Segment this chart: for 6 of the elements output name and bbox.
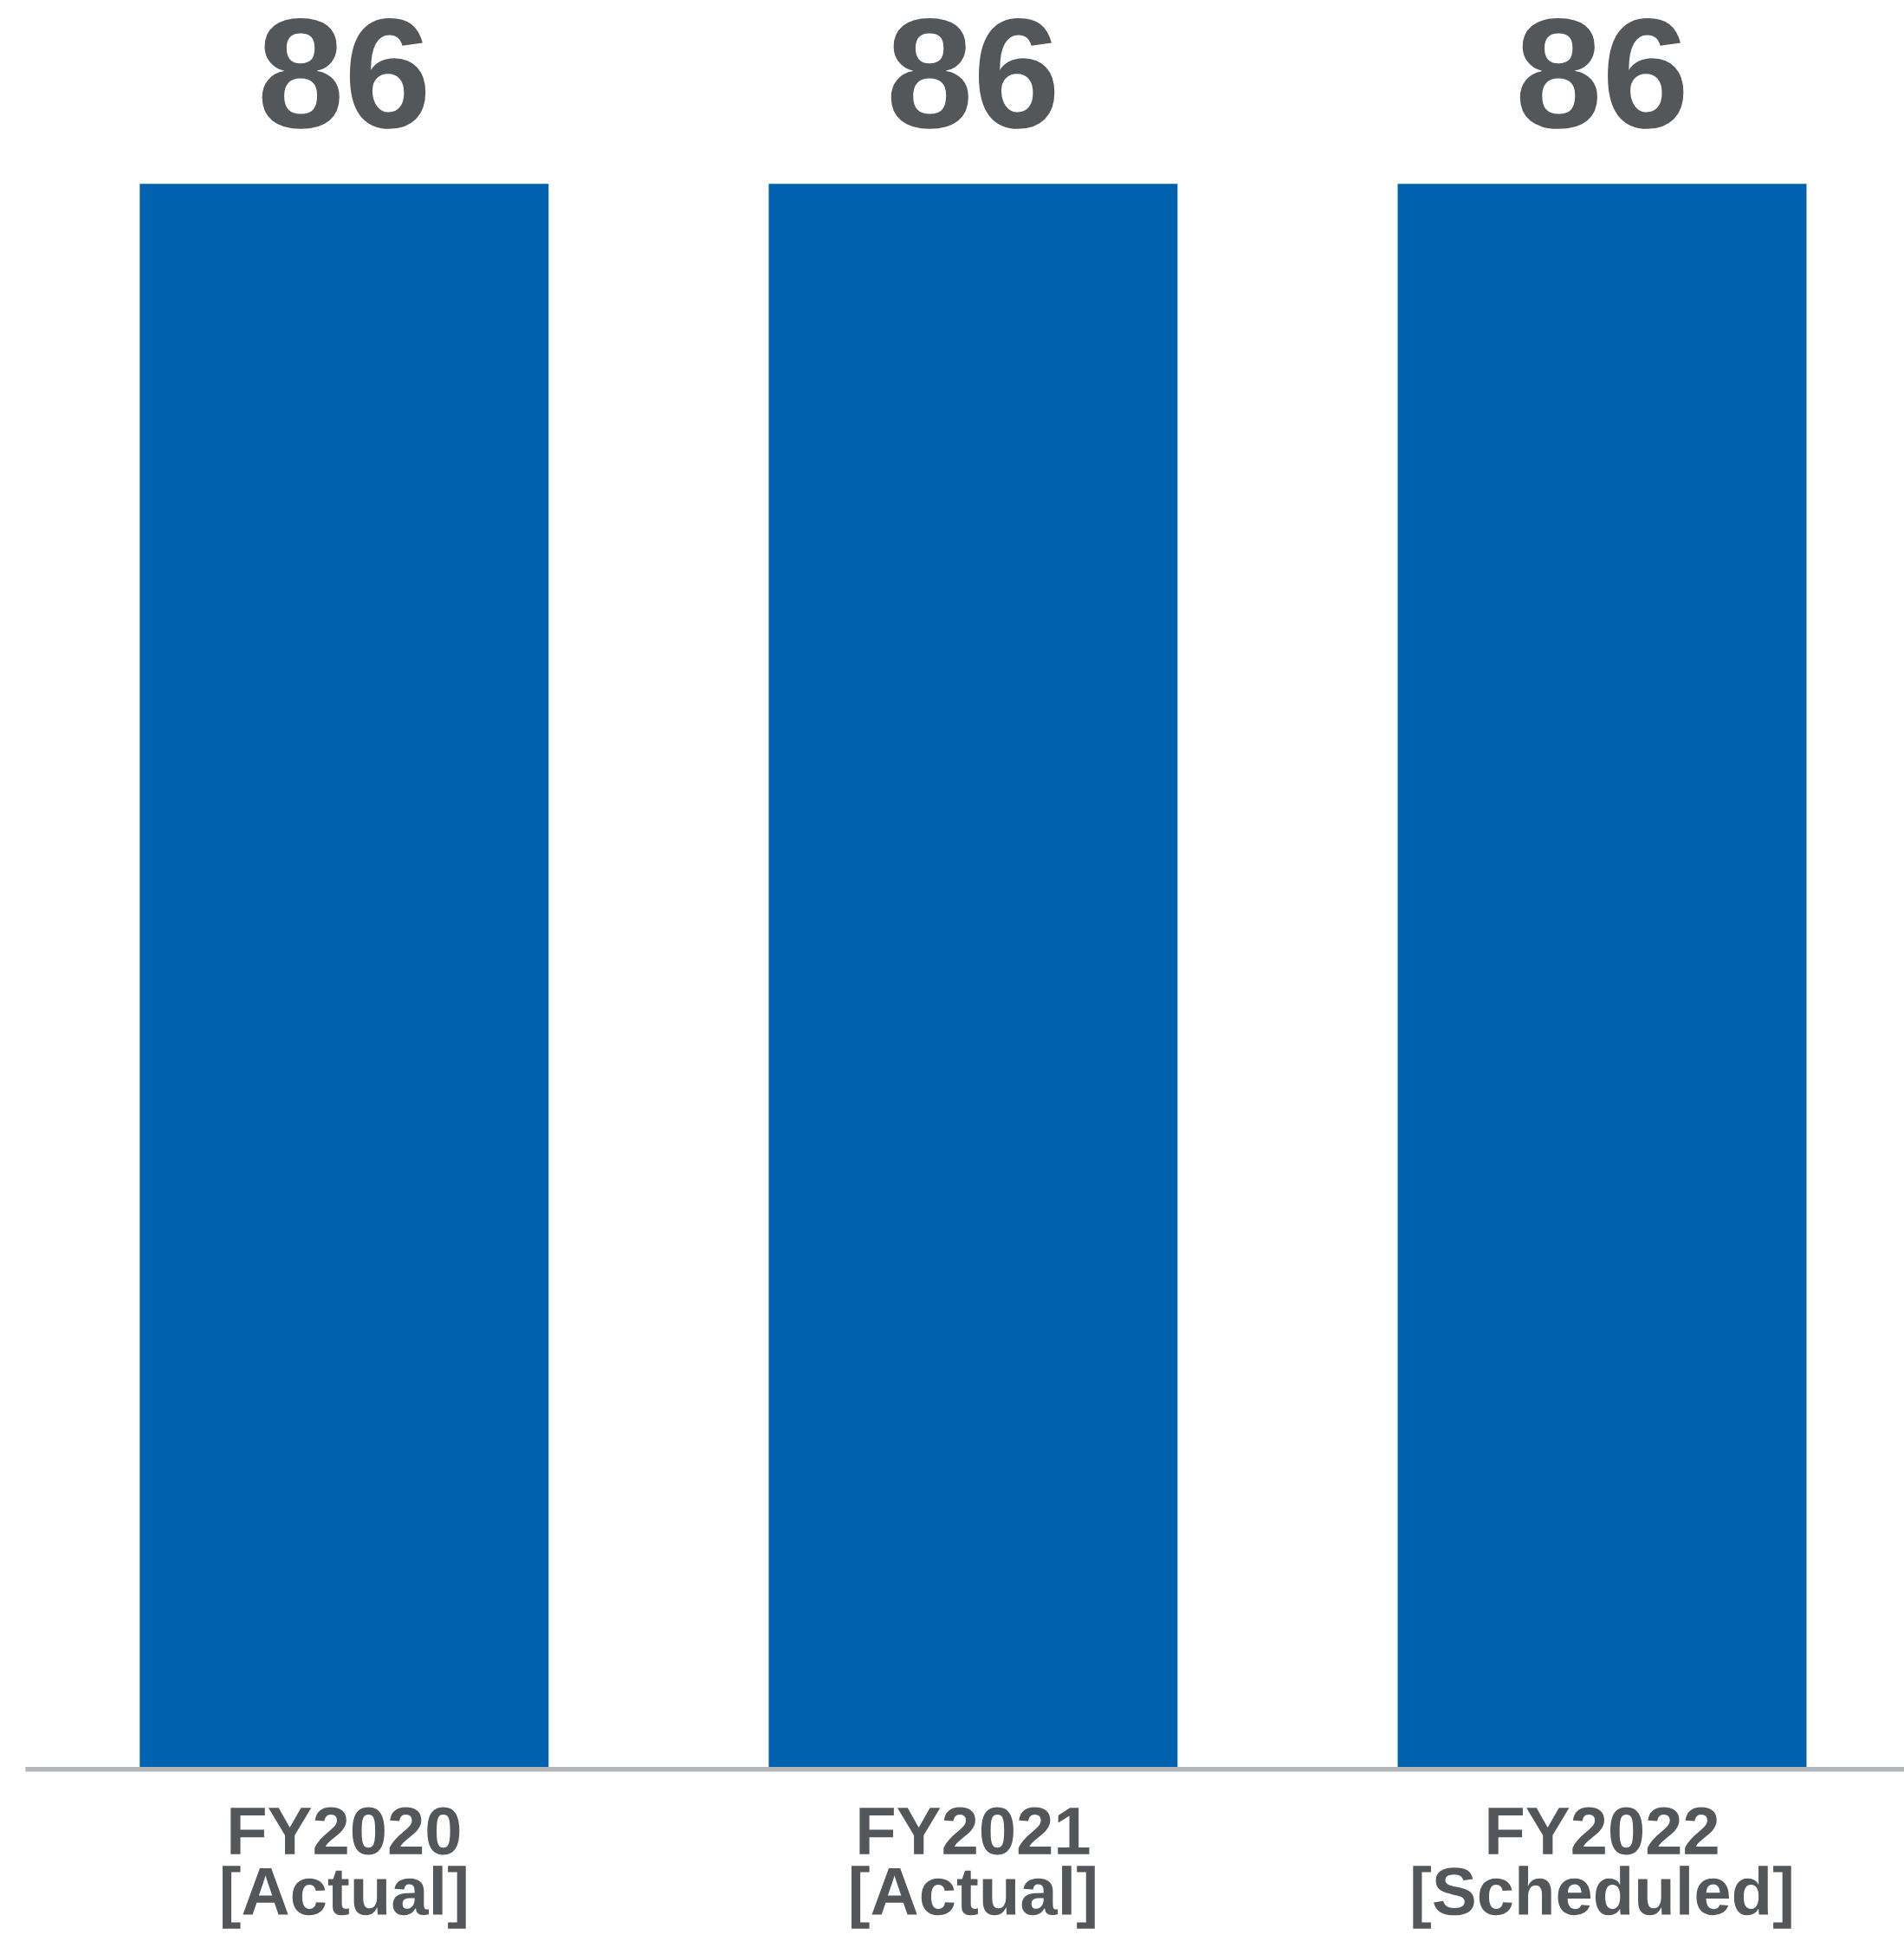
data-label: 86	[1519, 18, 1684, 129]
data-label: 86	[262, 18, 426, 129]
data-label: 86	[890, 18, 1055, 129]
x-tick-label: FY2021 [Actual]	[852, 1807, 1095, 1929]
x-tick-label: FY2022 [Scheduled]	[1413, 1807, 1791, 1929]
x-tick-label: FY2020 [Actual]	[222, 1807, 466, 1929]
